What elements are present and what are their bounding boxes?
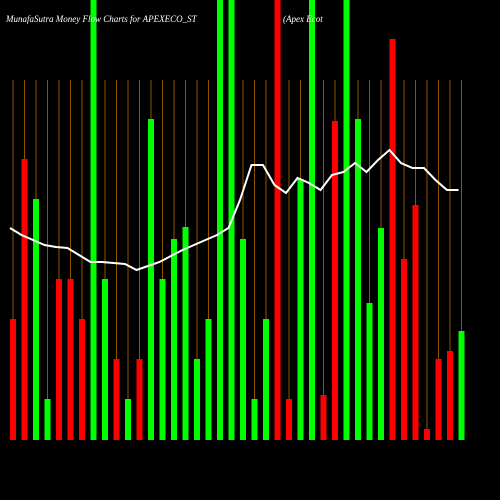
bar xyxy=(10,319,16,440)
bar xyxy=(378,228,384,440)
bar xyxy=(332,121,338,440)
bar xyxy=(343,0,350,440)
chart-subtitle: (Apex Ecot xyxy=(283,14,323,24)
bar xyxy=(447,351,453,440)
bar xyxy=(182,227,189,440)
bar xyxy=(424,429,430,440)
bar xyxy=(366,303,373,440)
chart-title: MunafaSutra Money Flow Charts for APEXEC… xyxy=(5,14,198,24)
bar xyxy=(125,399,131,440)
bar xyxy=(44,399,51,440)
bar xyxy=(21,159,28,440)
lines xyxy=(9,148,459,272)
bar xyxy=(263,319,269,440)
bar xyxy=(320,395,327,440)
bar xyxy=(90,0,97,440)
bar xyxy=(194,359,200,440)
bar xyxy=(274,0,281,440)
bar xyxy=(171,239,177,440)
bar xyxy=(102,279,108,440)
bar xyxy=(458,331,465,440)
bar xyxy=(240,239,246,440)
bar xyxy=(412,205,419,440)
bar xyxy=(401,259,407,440)
bar xyxy=(309,0,315,440)
bar xyxy=(113,359,120,440)
bar xyxy=(297,179,304,440)
bar xyxy=(159,279,166,440)
bar xyxy=(355,119,361,440)
bar xyxy=(251,399,258,440)
bar xyxy=(136,359,143,440)
bar xyxy=(205,319,212,440)
bar xyxy=(286,399,292,440)
bar xyxy=(148,119,154,440)
bar xyxy=(33,199,39,440)
bar xyxy=(79,319,85,440)
bar xyxy=(56,279,62,440)
bar xyxy=(389,39,396,440)
bar xyxy=(67,279,74,440)
bar xyxy=(217,0,223,440)
trend-line xyxy=(9,148,459,272)
bar xyxy=(435,359,442,440)
